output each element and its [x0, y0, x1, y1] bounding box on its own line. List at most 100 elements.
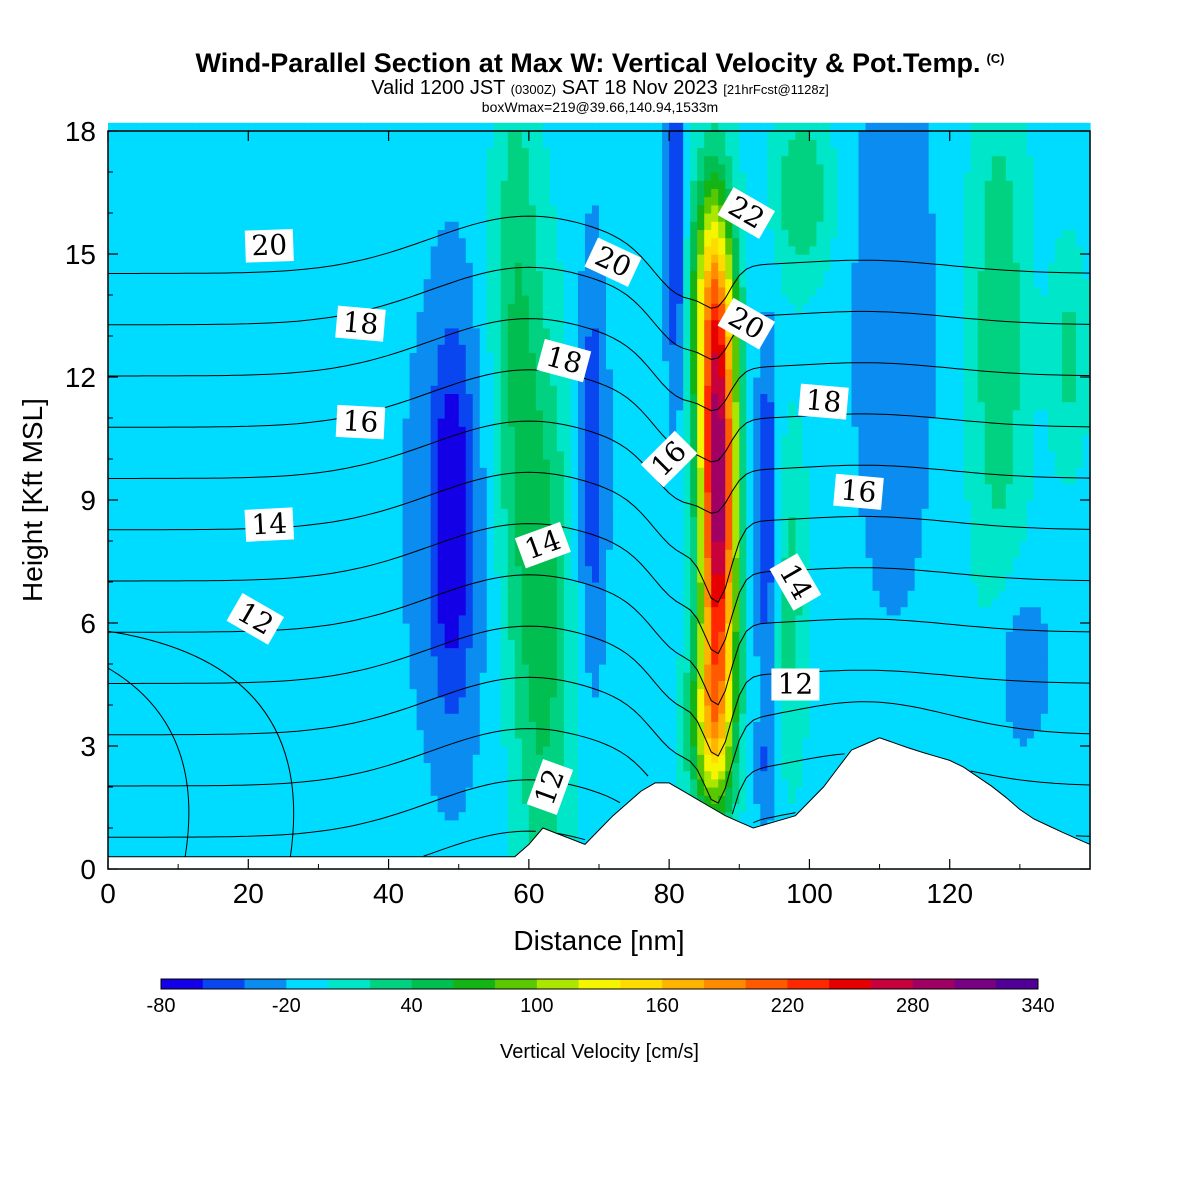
theta-label-text: 18 — [341, 305, 379, 341]
colorbar-title: Vertical Velocity [cm/s] — [500, 1041, 699, 1063]
theta-contour-line — [108, 266, 1091, 360]
colorbar-swatch — [870, 979, 914, 989]
theta-label-box — [526, 758, 574, 816]
theta-contour-line — [108, 369, 1091, 463]
colorbar-swatch — [369, 979, 412, 989]
colorbar-swatch — [787, 979, 830, 989]
y-axis-label: Height [Kft MSL] — [17, 398, 48, 602]
colorbar-tick-label: -20 — [272, 995, 301, 1017]
theta-contour-line — [423, 830, 586, 857]
theta-label-box — [717, 297, 776, 350]
theta-contour-line — [108, 779, 1091, 838]
theta-label-text: 16 — [839, 473, 877, 509]
x-tick-label: 100 — [786, 878, 833, 909]
colorbar-tick-label: 220 — [771, 995, 804, 1017]
x-tick-label: 120 — [926, 878, 973, 909]
theta-contour-label: 18 — [798, 383, 849, 420]
valid-date: SAT 18 Nov 2023 — [561, 77, 718, 99]
colorbar-swatch — [495, 979, 538, 989]
colorbar-frame — [160, 978, 1039, 990]
terrain — [107, 737, 1091, 870]
theta-label-box — [335, 404, 386, 440]
theta-label-box — [536, 338, 592, 383]
x-tick-label: 40 — [373, 878, 404, 909]
y-tick-label: 12 — [65, 362, 96, 393]
chart-subtitle: Valid 1200 JST (0300Z) SAT 18 Nov 2023 [… — [0, 78, 1200, 100]
y-tick-label: 18 — [65, 116, 96, 147]
theta-label-text: 14 — [251, 507, 288, 542]
theta-label-text: 18 — [804, 383, 842, 419]
colorbar-swatch — [328, 979, 371, 989]
theta-label-box — [798, 383, 849, 420]
theta-contour-line — [108, 728, 1091, 815]
y-tick-label: 9 — [80, 485, 96, 516]
theta-contour-line — [107, 667, 190, 857]
theta-label-box — [335, 305, 386, 342]
theta-contours — [107, 215, 1091, 857]
colorbar-swatch — [912, 979, 955, 989]
theta-label-box — [771, 668, 820, 701]
y-tick-label: 6 — [80, 608, 96, 639]
theta-label-box — [640, 430, 698, 488]
colorbar: -80 -20 40 100 160 220 280 340 Vertical Velocity… — [147, 978, 1055, 1063]
colorbar-swatch — [578, 979, 621, 989]
colorbar-tick-label: -80 — [147, 995, 176, 1017]
theta-label-box — [584, 237, 642, 287]
y-tick-label: 3 — [80, 731, 96, 762]
theta-contour-line — [108, 676, 1091, 804]
theta-contour-line — [108, 215, 1091, 309]
x-tick-label: 0 — [100, 878, 116, 909]
chart-title-text: Wind-Parallel Section at Max W: Vertical… — [195, 48, 981, 78]
colorbar-tick-label: 280 — [896, 995, 929, 1017]
copyright-mark: (C) — [986, 51, 1005, 66]
colorbar-swatch — [411, 979, 454, 989]
y-tick-label: 15 — [65, 239, 96, 270]
theta-label-text: 20 — [251, 228, 288, 262]
colorbar-swatch — [703, 979, 746, 989]
colorbar-swatch — [161, 979, 204, 989]
theta-contour-label: 18 — [335, 305, 386, 342]
box-max-info: boxWmax=219@39.66,140.94,1533m — [481, 99, 719, 115]
chart-title: Wind-Parallel Section at Max W: Vertical… — [0, 44, 1200, 78]
colorbar-swatch — [244, 979, 287, 989]
title-block: Wind-Parallel Section at Max W: Vertical… — [0, 44, 1200, 115]
colorbar-tick-label: 40 — [400, 995, 422, 1017]
theta-contour-line — [108, 625, 1091, 757]
forecast-info: [21hrFcst@1128z] — [723, 82, 829, 97]
x-axis-label: Distance [nm] — [513, 925, 684, 956]
colorbar-swatch — [202, 979, 245, 989]
colorbar-swatch — [620, 979, 663, 989]
terrain-shape — [107, 737, 1091, 870]
colorbar-swatch — [453, 979, 496, 989]
colorbar-swatch — [286, 979, 329, 989]
colorbar-swatch — [536, 979, 579, 989]
x-tick-label: 20 — [233, 878, 264, 909]
theta-contour-label: 12 — [771, 668, 820, 701]
theta-label-text: 12 — [778, 668, 814, 701]
theta-label-text: 16 — [342, 404, 379, 439]
theta-label-box — [769, 553, 822, 611]
theta-label-box — [244, 507, 295, 542]
colorbar-swatch — [954, 979, 997, 989]
x-tick-label: 80 — [654, 878, 685, 909]
theta-contour-label: 18 — [536, 338, 592, 383]
theta-contour-label: 16 — [335, 404, 386, 440]
colorbar-swatch — [745, 979, 788, 989]
axes: 0 20 40 60 80 100 120 0 3 6 9 12 15 18 Distance [nm] He… — [17, 116, 1090, 956]
theta-label-box — [244, 228, 294, 263]
colorbar-tick-label: 100 — [520, 995, 553, 1017]
theta-contour-line — [108, 420, 1091, 514]
theta-contour-label: 16 — [833, 473, 884, 510]
y-tick-label: 0 — [80, 854, 96, 885]
theta-label-box — [833, 473, 884, 510]
colorbar-swatch — [829, 979, 872, 989]
theta-contour-line — [108, 318, 1091, 412]
valid-time: Valid 1200 JST — [371, 77, 506, 99]
theta-label-box — [514, 521, 571, 569]
colorbar-tick-label: 340 — [1021, 995, 1054, 1017]
theta-contour-label: 20 — [244, 228, 294, 263]
colorbar-swatch — [662, 979, 705, 989]
valid-time-utc: (0300Z) — [510, 82, 557, 97]
colorbar-tick-label: 160 — [645, 995, 678, 1017]
